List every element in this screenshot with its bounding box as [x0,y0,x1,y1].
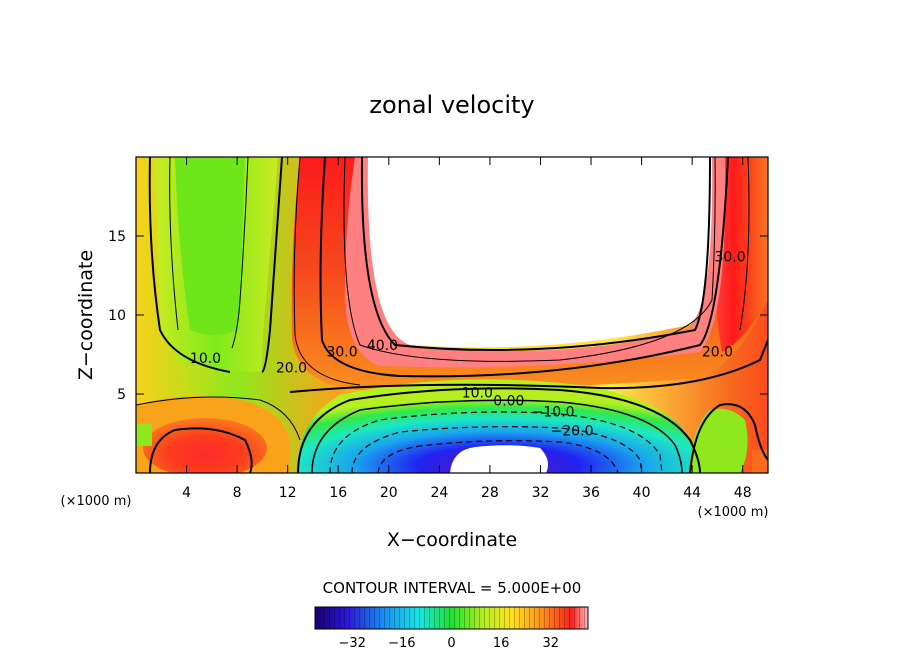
velocity-field: 10.020.030.0 40.010.0 0.00−10.0−20.020.030… [136,157,768,473]
x-axis-label: X−coordinate [387,529,517,551]
x-axis: 4 8 12 16 20 24 28 32 36 40 44 48 [182,157,752,501]
y-tick-label: 10 [108,308,126,324]
chart-title: zonal velocity [369,91,534,119]
colorbar: −32 −16 0 16 32 [314,606,589,651]
jet-core-edge [344,157,726,368]
x-tick-label: 12 [279,485,297,501]
contour-25 [293,157,361,386]
x-tick-label: 4 [182,485,191,501]
x-tick-label: 32 [532,485,550,501]
contour-35 [343,157,716,362]
y-tick-label: 15 [108,229,126,245]
contour-label: 40.0 [367,338,398,354]
y-unit-label: (×1000 m) [61,494,132,509]
contour-40 [360,157,711,351]
colorbar-tick-label: −16 [388,636,415,651]
contour-right-low [689,403,768,473]
negative-lobe [297,379,700,473]
contour-interval-label: CONTOUR INTERVAL = 5.000E+00 [323,579,582,597]
y-axis-label: Z−coordinate [75,250,97,380]
contour-left-low [136,396,301,441]
colorbar-tick-label: 16 [493,636,510,651]
contour-neg-20 [351,426,643,473]
colorbar-tick-label: 32 [542,636,559,651]
contour-label: 10.0 [190,351,221,367]
colorbar-tick-label: −32 [339,636,366,651]
x-tick-label: 8 [233,485,242,501]
contour-right-a [739,157,750,331]
contour-20-lower [289,339,768,393]
contour-label: 0.00 [493,393,524,409]
contour-0 [311,399,683,473]
contour-30 [319,157,729,378]
lower-left-max [143,418,267,473]
above-range-region [367,157,713,348]
contour-label: 20.0 [276,360,307,376]
left-edge-green [136,424,152,446]
contour-lines [136,157,768,473]
contour-20-left [261,157,283,373]
below-range-region [450,445,548,473]
x-unit-label: (×1000 m) [698,505,769,520]
contour-10-left [148,157,231,373]
colorbar-ticks: −32 −16 0 16 32 [339,636,560,651]
y-axis: 5 10 15 [108,229,768,403]
contour-label: −20.0 [551,424,594,440]
x-tick-label: 40 [633,485,651,501]
x-tick-label: 24 [430,485,448,501]
contour-10-lower [297,387,701,473]
contour-label: 10.0 [462,386,493,402]
colorbar-steps [315,607,588,629]
x-tick-label: 20 [380,485,398,501]
contour-left-a [169,157,179,331]
x-tick-label: 44 [683,485,701,501]
colorbar-tick-label: 0 [447,636,455,651]
x-tick-label: 28 [481,485,499,501]
contour-neg-10 [329,411,663,473]
contour-labels: 10.020.030.0 40.010.0 0.00−10.0−20.020.030… [190,250,746,440]
contour-neg-30 [377,440,619,473]
positive-low-core [175,157,245,335]
x-tick-label: 16 [329,485,347,501]
contour-label: 30.0 [326,345,357,361]
y-tick-label: 5 [117,387,126,403]
contour-left-blob [149,427,253,473]
right-lower-green [690,408,748,473]
x-tick-label: 48 [734,485,752,501]
contour-label: 30.0 [714,250,745,266]
contour-left-b [231,157,249,349]
contour-label: −10.0 [532,405,575,421]
colorbar-frame [314,606,589,630]
x-tick-label: 36 [582,485,600,501]
right-corner-warm [752,450,768,473]
contour-label: 20.0 [702,345,733,361]
